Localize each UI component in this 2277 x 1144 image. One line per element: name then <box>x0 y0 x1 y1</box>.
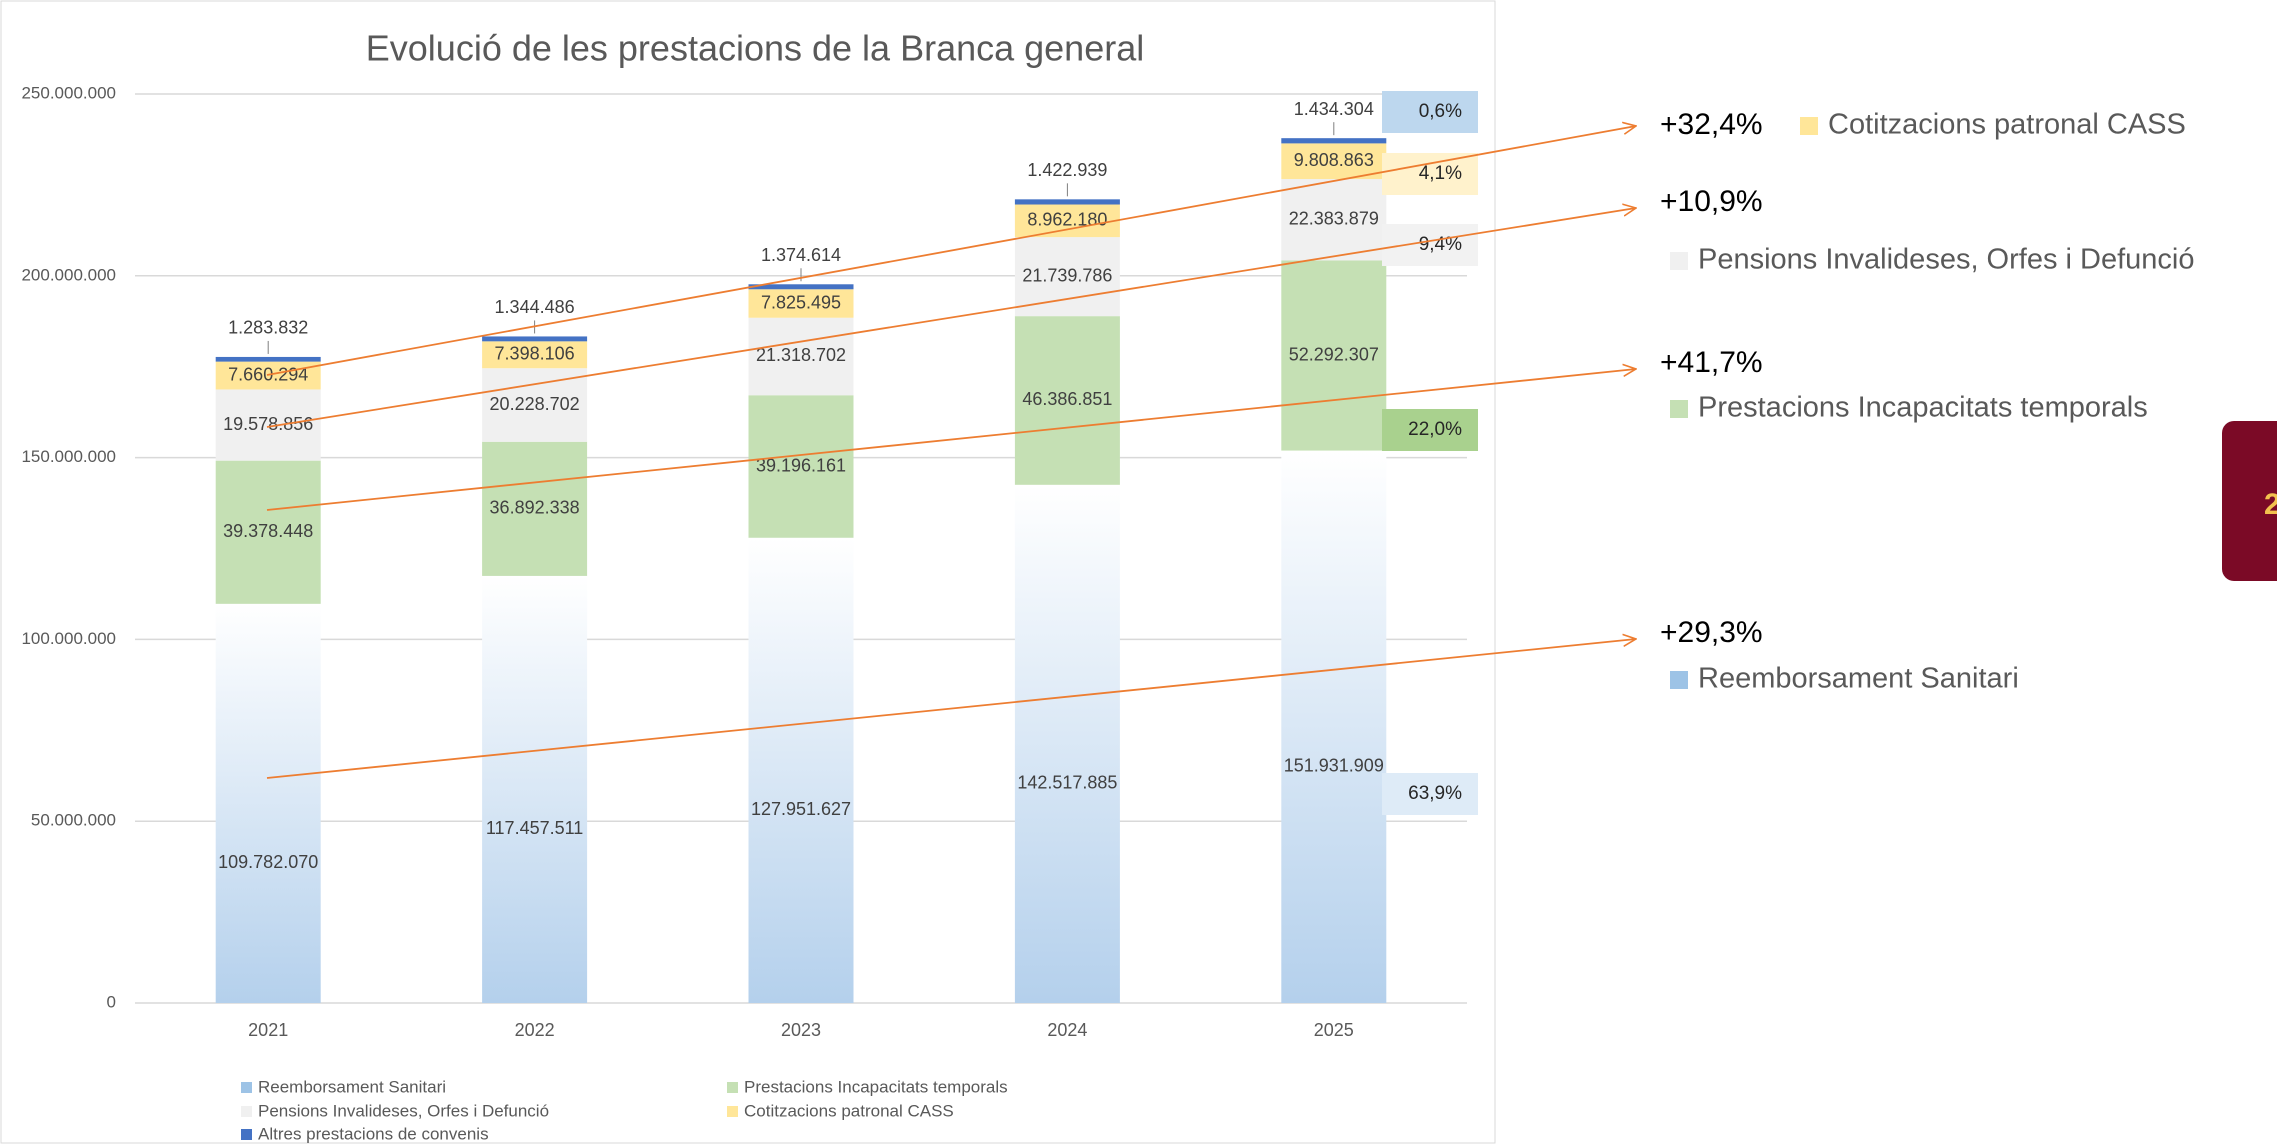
legend-label: Cotitzacions patronal CASS <box>744 1101 954 1120</box>
x-tick-label: 2021 <box>248 1020 288 1040</box>
growth-label: +41,7% <box>1660 346 1763 379</box>
bar-segment <box>482 575 588 1003</box>
growth-arrow <box>266 208 1636 428</box>
bar-segment <box>1014 316 1120 485</box>
growth-arrow <box>266 369 1636 511</box>
bar-segment <box>482 336 588 342</box>
share-box <box>1382 91 1478 133</box>
data-label: 21.739.786 <box>1022 265 1112 285</box>
y-tick-label: 0 <box>107 992 116 1011</box>
y-tick-label: 200.000.000 <box>21 265 116 284</box>
share-label: 4,1% <box>1419 163 1462 184</box>
bar-segment <box>748 289 854 318</box>
data-label: 1.374.614 <box>761 245 841 265</box>
data-label: 20.228.702 <box>490 394 580 414</box>
legend-swatch <box>241 1129 252 1140</box>
share-label: 63,9% <box>1408 783 1462 804</box>
bar-segment <box>482 368 588 442</box>
share-label: 22,0% <box>1408 419 1462 440</box>
bar-segment <box>482 441 588 576</box>
x-tick-label: 2023 <box>781 1020 821 1040</box>
legend-swatch <box>727 1082 738 1093</box>
share-box <box>1382 409 1478 451</box>
y-tick-label: 250.000.000 <box>21 83 116 102</box>
growth-arrow <box>266 639 1636 779</box>
y-tick-label: 100.000.000 <box>21 629 116 648</box>
side-legend-swatch <box>1670 671 1688 689</box>
data-label: 39.196.161 <box>756 455 846 475</box>
side-legend-swatch <box>1800 117 1818 135</box>
bar-segment <box>748 395 854 538</box>
share-box <box>1382 773 1478 815</box>
data-label: 39.378.448 <box>223 521 313 541</box>
data-label: 1.344.486 <box>495 297 575 317</box>
bar-segment <box>748 537 854 1003</box>
side-legend-label: Reemborsament Sanitari <box>1698 663 2019 695</box>
data-label: 22.383.879 <box>1289 208 1379 228</box>
bar-segment <box>1281 179 1387 261</box>
y-tick-label: 50.000.000 <box>31 811 116 830</box>
share-box <box>1382 224 1478 266</box>
side-legend-label: Prestacions Incapacitats temporals <box>1698 392 2148 424</box>
legend-label: Altres prestacions de convenis <box>258 1124 489 1143</box>
bar-segment <box>215 356 321 362</box>
data-label: 117.457.511 <box>486 818 583 838</box>
data-label: 19.578.856 <box>223 414 313 434</box>
bar-segment <box>1014 199 1120 205</box>
x-tick-label: 2025 <box>1314 1020 1354 1040</box>
x-tick-label: 2022 <box>515 1020 555 1040</box>
share-label: 0,6% <box>1419 101 1462 122</box>
side-badge-text: 2 <box>2264 488 2277 521</box>
growth-label: +32,4% <box>1660 108 1763 141</box>
side-badge <box>2222 421 2277 581</box>
data-label: 1.283.832 <box>228 318 308 338</box>
legend-label: Reemborsament Sanitari <box>258 1077 446 1096</box>
share-label: 9,4% <box>1419 234 1462 255</box>
data-label: 109.782.070 <box>218 852 318 872</box>
data-label: 8.962.180 <box>1027 210 1107 230</box>
data-label: 21.318.702 <box>756 345 846 365</box>
y-tick-label: 150.000.000 <box>21 447 116 466</box>
bar-segment <box>1281 143 1387 180</box>
chart-title: Evolució de les prestacions de la Branca… <box>366 28 1144 69</box>
data-label: 52.292.307 <box>1289 344 1379 364</box>
data-label: 46.386.851 <box>1022 389 1112 409</box>
bar-segment <box>1281 450 1387 1004</box>
data-label: 1.422.939 <box>1027 160 1107 180</box>
bar-segment <box>1014 204 1120 238</box>
growth-label: +29,3% <box>1660 616 1763 649</box>
side-legend-label: Cotitzacions patronal CASS <box>1828 109 2186 141</box>
growth-arrow <box>266 126 1636 376</box>
bar-segment <box>1281 138 1387 144</box>
data-label: 9.808.863 <box>1294 150 1374 170</box>
data-label: 1.434.304 <box>1294 99 1374 119</box>
bar-segment <box>215 389 321 461</box>
data-label: 142.517.885 <box>1017 773 1117 793</box>
legend-label: Pensions Invalideses, Orfes i Defunció <box>258 1101 549 1120</box>
bar-segment <box>1014 484 1120 1004</box>
side-legend-label: Pensions Invalideses, Orfes i Defunció <box>1698 244 2194 276</box>
legend-swatch <box>727 1106 738 1117</box>
bar-segment <box>215 460 321 604</box>
bar-segment <box>748 317 854 396</box>
legend-swatch <box>241 1082 252 1093</box>
bar-segment <box>748 284 854 290</box>
legend-swatch <box>241 1106 252 1117</box>
side-legend-swatch <box>1670 252 1688 270</box>
data-label: 151.931.909 <box>1284 756 1384 776</box>
data-label: 36.892.338 <box>490 498 580 518</box>
bar-segment <box>1014 237 1120 317</box>
data-label: 7.825.495 <box>761 292 841 312</box>
bar-segment <box>215 603 321 1003</box>
share-box <box>1382 153 1478 195</box>
bar-segment <box>482 341 588 369</box>
legend-label: Prestacions Incapacitats temporals <box>744 1077 1008 1096</box>
x-tick-label: 2024 <box>1047 1020 1087 1040</box>
data-label: 7.398.106 <box>495 344 575 364</box>
growth-label: +10,9% <box>1660 185 1763 218</box>
side-legend-swatch <box>1670 400 1688 418</box>
data-label: 127.951.627 <box>751 799 851 819</box>
bar-segment <box>1281 260 1387 451</box>
